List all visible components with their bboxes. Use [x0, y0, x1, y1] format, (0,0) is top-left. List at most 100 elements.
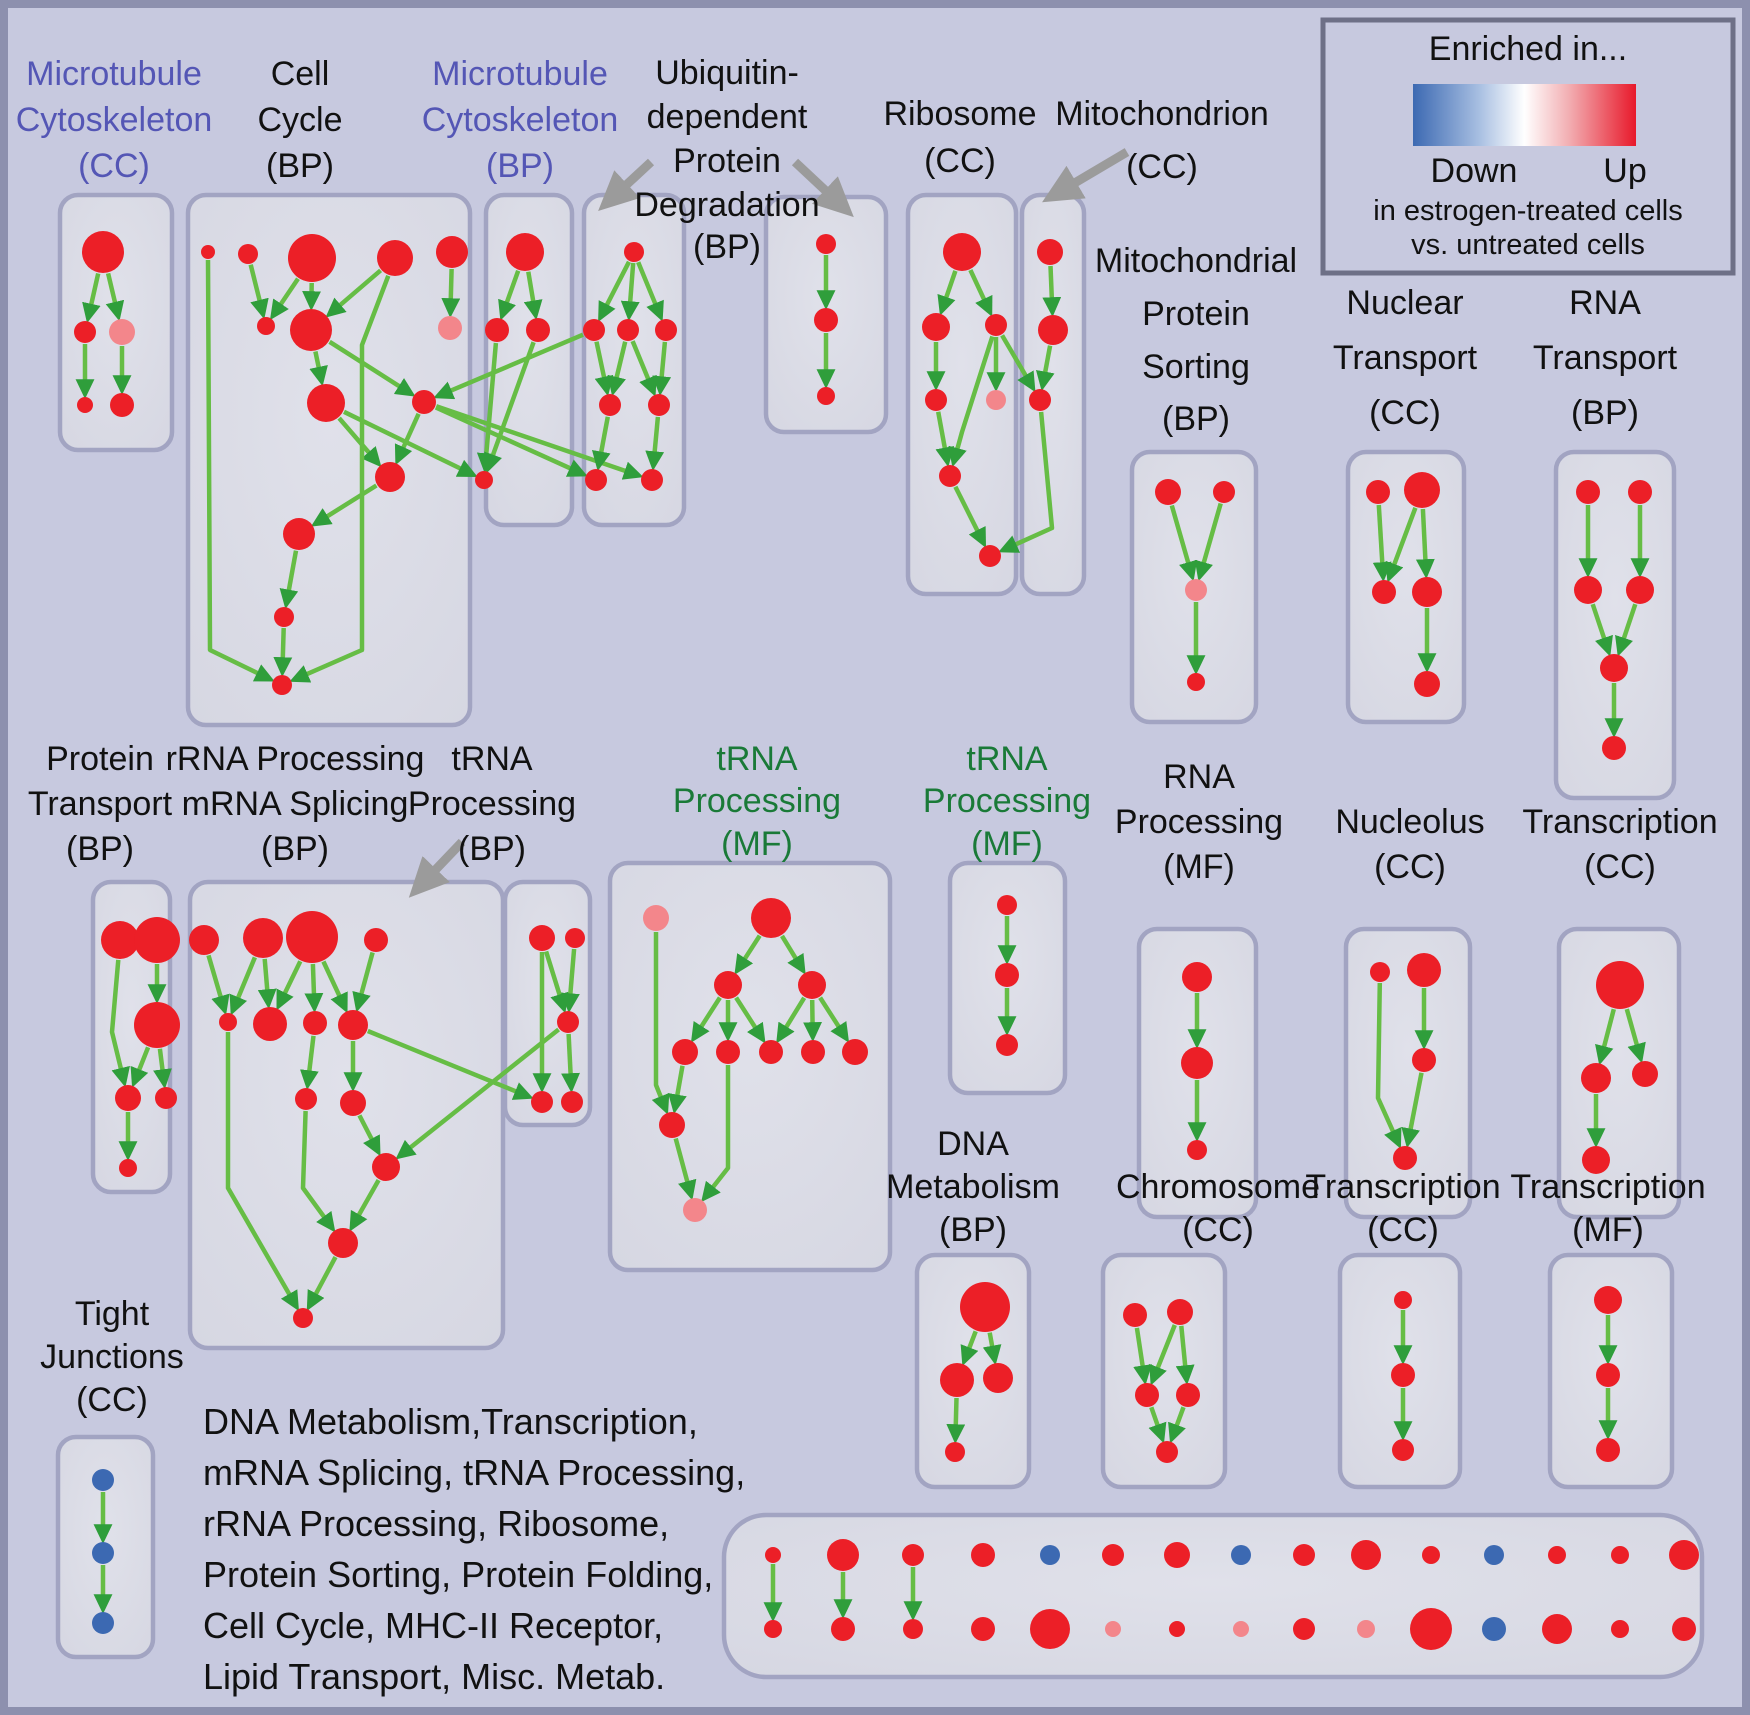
- edge-arrow: [325, 268, 383, 318]
- cluster-label-microtubule-cc: Cytoskeleton: [16, 101, 213, 139]
- ubiquitin-right-pointer-arrow: [791, 158, 854, 218]
- go-term-node: [189, 925, 219, 955]
- mitochondrion-pointer-arrow: [1042, 148, 1130, 203]
- go-term-node: [816, 234, 836, 254]
- edge-arrow: [310, 483, 378, 527]
- go-term-node: [526, 318, 550, 342]
- go-term-node: [997, 895, 1017, 915]
- go-term-node: [759, 1040, 783, 1064]
- bottom-strip: [763, 1539, 1699, 1650]
- go-term-node: [1407, 953, 1441, 987]
- cluster-label-transcription-cc: Transcription: [1522, 803, 1717, 841]
- cluster-label-ubiquitin-degradation-bp: Degradation: [634, 186, 819, 224]
- cluster-label-trna-processing-mf-large: (MF): [721, 825, 793, 863]
- go-term-node: [1102, 1544, 1124, 1566]
- go-term-node: [995, 963, 1019, 987]
- go-term-node: [1351, 1540, 1381, 1570]
- cluster-box-trna-processing-bp: [502, 879, 593, 1128]
- go-term-node: [996, 1034, 1018, 1056]
- go-term-node: [1394, 1291, 1412, 1309]
- go-term-node: [1123, 1303, 1147, 1327]
- go-term-node: [971, 1617, 995, 1641]
- go-term-node: [1293, 1544, 1315, 1566]
- legend-up-label: Up: [1603, 152, 1646, 190]
- go-term-node: [1370, 962, 1390, 982]
- go-term-node: [201, 245, 215, 259]
- go-term-node: [92, 1612, 114, 1634]
- edge-arrow: [366, 1028, 534, 1100]
- go-term-node: [683, 1198, 707, 1222]
- cluster-label-ubiquitin-degradation-bp: Ubiquitin-: [655, 54, 799, 92]
- go-term-node: [902, 1544, 924, 1566]
- edge-arrow: [433, 332, 584, 400]
- cluster-label-rrna-processing-mrna-splicing-bp: rRNA Processing: [166, 740, 425, 778]
- edge-arrow: [130, 1046, 151, 1088]
- cluster-label-mitochondrial-protein-sorting-bp: (BP): [1162, 400, 1230, 438]
- edge-arrow: [205, 259, 275, 682]
- go-term-node: [92, 1542, 114, 1564]
- edges: [75, 255, 1650, 1614]
- edge-arrow: [776, 996, 807, 1044]
- go-term-node: [134, 1002, 180, 1048]
- edge-arrow: [620, 262, 640, 322]
- edge-arrow: [1149, 1324, 1177, 1386]
- summary-text-line: rRNA Processing, Ribosome,: [203, 1503, 669, 1544]
- edge-arrow: [289, 275, 391, 683]
- edge-arrow: [306, 1256, 338, 1311]
- edge-arrow: [651, 932, 670, 1115]
- edge-arrow: [1624, 1008, 1646, 1064]
- go-term-node: [1393, 1146, 1417, 1170]
- cluster-label-transcription-cc-2: Transcription: [1305, 1168, 1500, 1206]
- cluster-label-ubiquitin-degradation-bp: (BP): [693, 228, 761, 266]
- go-term-node: [1366, 480, 1390, 504]
- go-term-node: [375, 462, 405, 492]
- go-term-node: [1626, 576, 1654, 604]
- cluster-label-mitochondrial-protein-sorting-bp: Mitochondrial: [1095, 242, 1297, 280]
- cluster-box-nucleolus-cc: [1343, 926, 1473, 1220]
- go-term-node: [983, 1363, 1013, 1393]
- cluster-label-nuclear-transport-cc: Nuclear: [1346, 284, 1463, 322]
- edge-arrow: [1194, 502, 1223, 582]
- cluster-label-cell-cycle-bp: Cycle: [257, 101, 342, 139]
- go-term-node: [1231, 1545, 1251, 1565]
- go-term-node: [274, 607, 294, 627]
- edge-arrow: [248, 264, 269, 320]
- edge-arrow: [645, 416, 665, 472]
- go-term-node: [940, 1363, 974, 1397]
- go-term-node: [115, 1085, 141, 1111]
- edge-arrow: [105, 272, 125, 322]
- edge-arrow: [321, 960, 348, 1014]
- summary-text-line: DNA Metabolism,Transcription,: [203, 1401, 698, 1442]
- edge-arrow: [968, 269, 993, 317]
- go-term-node: [599, 394, 621, 416]
- go-term-node: [110, 393, 134, 417]
- go-term-node: [1611, 1546, 1629, 1564]
- edge-arrow: [395, 1027, 561, 1160]
- cluster-label-protein-transport-bp: (BP): [66, 830, 134, 868]
- go-term-node: [1156, 1441, 1178, 1463]
- go-term-node: [1213, 481, 1235, 503]
- go-term-node: [624, 242, 644, 262]
- edge-arrow: [1615, 603, 1638, 657]
- go-term-node: [1233, 1621, 1249, 1637]
- go-term-node: [1187, 673, 1205, 691]
- edge-arrow: [229, 956, 257, 1016]
- summary-text-block: DNA Metabolism,Transcription, mRNA Splici…: [203, 1401, 745, 1697]
- go-term-node: [585, 469, 607, 491]
- go-term-node: [1594, 1286, 1622, 1314]
- go-term-node: [1293, 1618, 1315, 1640]
- cluster-label-microtubule-cc: (CC): [78, 147, 150, 185]
- go-term-node: [1596, 1363, 1620, 1387]
- edge-arrow: [343, 409, 478, 477]
- go-term-node: [655, 319, 677, 341]
- edge-arrow: [937, 270, 958, 316]
- go-term-node: [1187, 1140, 1207, 1160]
- go-term-node: [1404, 472, 1440, 508]
- go-term-node: [1596, 961, 1644, 1009]
- cluster-label-trna-processing-mf-large: Processing: [673, 782, 841, 820]
- go-term-node: [155, 1087, 177, 1109]
- cluster-label-dna-metabolism-bp: (BP): [939, 1211, 1007, 1249]
- go-term-node: [436, 236, 468, 268]
- go-term-node: [243, 918, 283, 958]
- go-term-node: [939, 465, 961, 487]
